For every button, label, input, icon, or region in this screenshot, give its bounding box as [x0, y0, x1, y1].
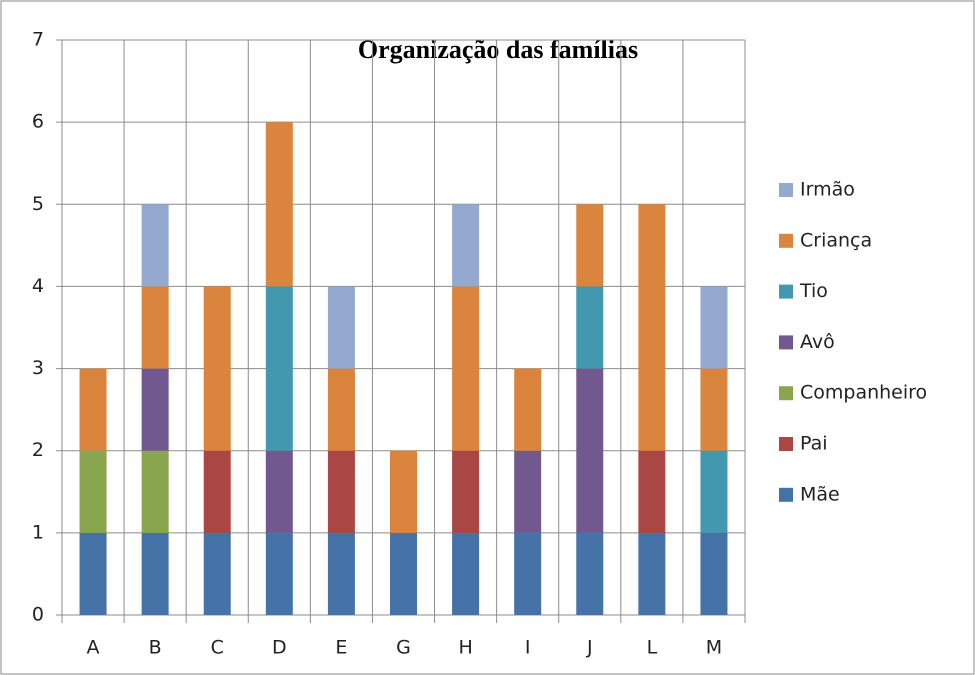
bar-segment: [576, 368, 604, 533]
legend-label: Companheiro: [800, 382, 927, 404]
bar-segment: [390, 450, 417, 533]
x-tick-label: J: [586, 637, 593, 659]
x-tick-label: G: [396, 637, 411, 659]
legend-label: Irmão: [800, 179, 855, 201]
x-tick-label: L: [647, 637, 658, 659]
y-tick-label: 7: [32, 29, 44, 51]
legend-swatch: [779, 437, 793, 451]
y-tick-label: 0: [32, 604, 44, 626]
bar-segment: [265, 532, 293, 615]
x-tick-label: H: [458, 637, 472, 659]
bar-segment: [638, 532, 666, 615]
bar-segment: [700, 450, 728, 533]
bar-segment: [700, 532, 728, 615]
bar-segment: [265, 450, 293, 533]
legend-swatch: [779, 335, 793, 350]
bar-segment: [141, 204, 169, 287]
bar-segment: [79, 532, 107, 615]
legend-swatch: [779, 386, 793, 401]
legend-label: Criança: [800, 229, 872, 251]
bar-segment: [265, 122, 293, 287]
y-tick-label: 6: [32, 111, 44, 133]
legend-swatch: [779, 183, 793, 197]
legend-label: Mãe: [800, 483, 840, 505]
bar-segment: [327, 450, 355, 533]
bar-segment: [638, 450, 666, 533]
bar-segment: [514, 368, 542, 451]
bar-segment: [141, 286, 169, 369]
y-tick-label: 3: [32, 357, 44, 379]
bar-segment: [514, 450, 542, 533]
x-tick-label: M: [706, 637, 722, 659]
x-tick-label: E: [335, 637, 347, 659]
bar-segment: [141, 368, 169, 451]
bar-segment: [141, 532, 169, 615]
bar-segment: [203, 450, 231, 533]
x-tick-label: C: [211, 637, 224, 659]
bar-segment: [576, 532, 604, 615]
legend-swatch: [779, 284, 793, 299]
legend-swatch: [779, 233, 793, 248]
bar-segment: [700, 368, 728, 451]
bar-segment: [452, 286, 480, 451]
bar-segment: [327, 286, 355, 369]
x-tick-label: A: [87, 637, 100, 659]
bar-segment: [390, 532, 417, 615]
bar-segment: [327, 532, 355, 615]
bar-segment: [452, 450, 480, 533]
x-tick-label: B: [149, 637, 162, 659]
bar-segment: [514, 532, 542, 615]
bar-segment: [700, 286, 728, 369]
bar-segment: [452, 204, 480, 287]
y-tick-label: 4: [32, 275, 44, 297]
bar-segment: [576, 204, 604, 287]
x-tick-label: D: [272, 637, 287, 659]
bar-segment: [638, 204, 666, 451]
bar-segment: [141, 450, 169, 533]
bar-segment: [203, 286, 231, 451]
legend-swatch: [779, 487, 793, 502]
bar-segment: [327, 368, 355, 451]
legend-label: Pai: [800, 433, 828, 455]
bar-segment: [265, 286, 293, 451]
bar-segment: [452, 532, 480, 615]
bar-segment: [576, 286, 604, 369]
y-tick-label: 5: [32, 193, 44, 215]
bar-segment: [203, 532, 231, 615]
bar-segment: [79, 450, 107, 533]
legend-label: Avô: [800, 331, 835, 353]
y-tick-label: 2: [32, 439, 44, 461]
chart-title: Organização das famílias: [358, 35, 638, 64]
y-tick-label: 1: [32, 521, 44, 543]
bar-segment: [79, 368, 107, 451]
legend-label: Tio: [799, 280, 828, 302]
x-tick-label: I: [525, 637, 531, 659]
